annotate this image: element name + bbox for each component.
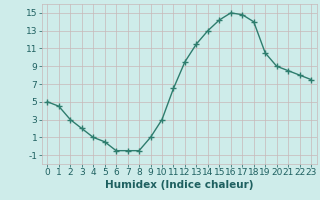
X-axis label: Humidex (Indice chaleur): Humidex (Indice chaleur) xyxy=(105,180,253,190)
